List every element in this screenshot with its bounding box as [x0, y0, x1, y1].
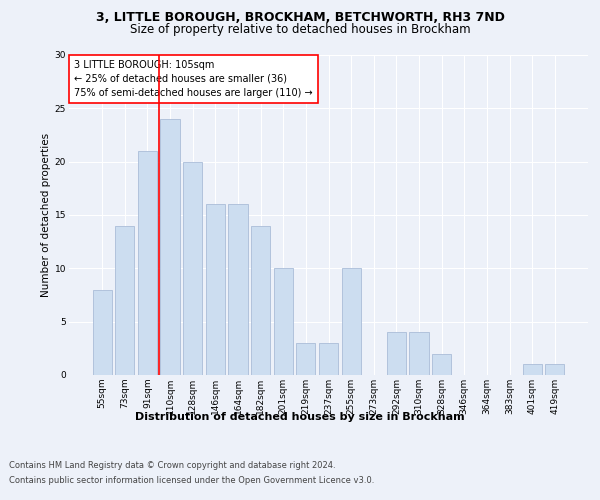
Bar: [115, 226, 134, 375]
Y-axis label: Number of detached properties: Number of detached properties: [41, 133, 50, 297]
Bar: [274, 268, 293, 375]
Bar: [296, 343, 316, 375]
Text: Contains public sector information licensed under the Open Government Licence v3: Contains public sector information licen…: [9, 476, 374, 485]
Bar: [545, 364, 565, 375]
Bar: [138, 151, 157, 375]
Bar: [387, 332, 406, 375]
Text: 3, LITTLE BOROUGH, BROCKHAM, BETCHWORTH, RH3 7ND: 3, LITTLE BOROUGH, BROCKHAM, BETCHWORTH,…: [95, 11, 505, 24]
Bar: [251, 226, 270, 375]
Bar: [183, 162, 202, 375]
Text: Size of property relative to detached houses in Brockham: Size of property relative to detached ho…: [130, 22, 470, 36]
Text: 3 LITTLE BOROUGH: 105sqm
← 25% of detached houses are smaller (36)
75% of semi-d: 3 LITTLE BOROUGH: 105sqm ← 25% of detach…: [74, 60, 313, 98]
Bar: [160, 119, 180, 375]
Bar: [229, 204, 248, 375]
Bar: [92, 290, 112, 375]
Text: Distribution of detached houses by size in Brockham: Distribution of detached houses by size …: [135, 412, 465, 422]
Bar: [341, 268, 361, 375]
Bar: [319, 343, 338, 375]
Bar: [523, 364, 542, 375]
Bar: [206, 204, 225, 375]
Bar: [409, 332, 428, 375]
Text: Contains HM Land Registry data © Crown copyright and database right 2024.: Contains HM Land Registry data © Crown c…: [9, 461, 335, 470]
Bar: [432, 354, 451, 375]
